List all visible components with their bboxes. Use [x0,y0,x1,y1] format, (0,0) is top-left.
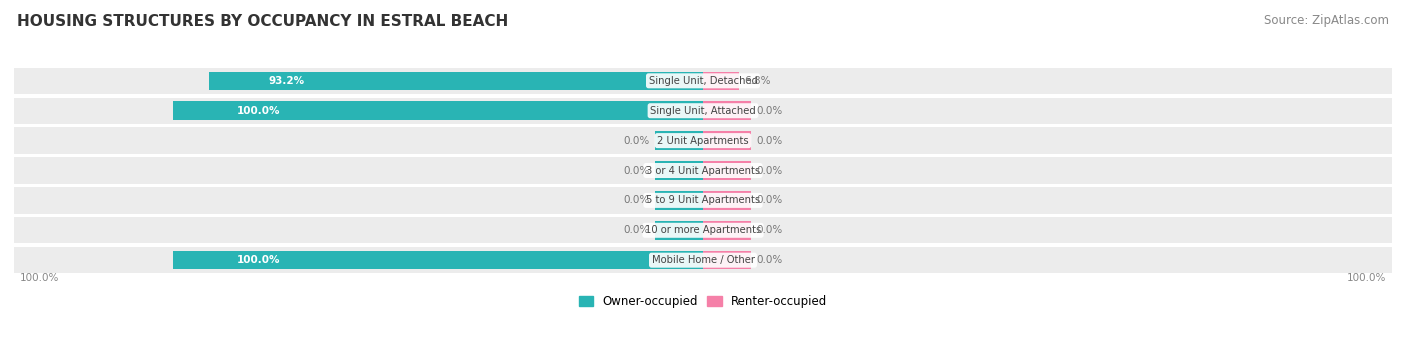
Bar [209,72,703,90]
Text: HOUSING STRUCTURES BY OCCUPANCY IN ESTRAL BEACH: HOUSING STRUCTURES BY OCCUPANCY IN ESTRA… [17,14,508,29]
Bar [703,221,751,240]
Bar [703,101,751,120]
Bar [14,217,1392,243]
Text: 0.0%: 0.0% [756,225,782,235]
Bar [703,191,751,210]
Bar [703,72,740,90]
Bar [14,187,1392,213]
Bar [173,251,703,269]
Bar [703,251,751,269]
Text: Source: ZipAtlas.com: Source: ZipAtlas.com [1264,14,1389,27]
Bar [14,247,1392,273]
Text: 0.0%: 0.0% [756,255,782,265]
Text: 6.8%: 6.8% [744,76,770,86]
Text: 0.0%: 0.0% [756,195,782,205]
Text: 100.0%: 100.0% [236,106,280,116]
Text: 93.2%: 93.2% [269,76,305,86]
Bar [173,101,703,120]
Text: Single Unit, Detached: Single Unit, Detached [648,76,758,86]
Bar [655,161,703,180]
Bar [655,131,703,150]
Text: 10 or more Apartments: 10 or more Apartments [645,225,761,235]
Bar [703,161,751,180]
Text: 100.0%: 100.0% [20,272,59,283]
Text: 0.0%: 0.0% [624,136,650,146]
Text: Mobile Home / Other: Mobile Home / Other [651,255,755,265]
Text: 100.0%: 100.0% [1347,272,1386,283]
Text: 100.0%: 100.0% [236,255,280,265]
Bar [14,128,1392,154]
Bar [655,191,703,210]
Bar [14,157,1392,184]
Text: 0.0%: 0.0% [624,225,650,235]
Text: Single Unit, Attached: Single Unit, Attached [650,106,756,116]
Bar [14,68,1392,94]
Bar [703,131,751,150]
Text: 0.0%: 0.0% [756,165,782,176]
Bar [14,98,1392,124]
Text: 3 or 4 Unit Apartments: 3 or 4 Unit Apartments [645,165,761,176]
Text: 0.0%: 0.0% [624,165,650,176]
Text: 0.0%: 0.0% [756,106,782,116]
Text: 0.0%: 0.0% [624,195,650,205]
Text: 5 to 9 Unit Apartments: 5 to 9 Unit Apartments [645,195,761,205]
Bar [655,221,703,240]
Text: 0.0%: 0.0% [756,136,782,146]
Text: 2 Unit Apartments: 2 Unit Apartments [657,136,749,146]
Legend: Owner-occupied, Renter-occupied: Owner-occupied, Renter-occupied [574,291,832,313]
